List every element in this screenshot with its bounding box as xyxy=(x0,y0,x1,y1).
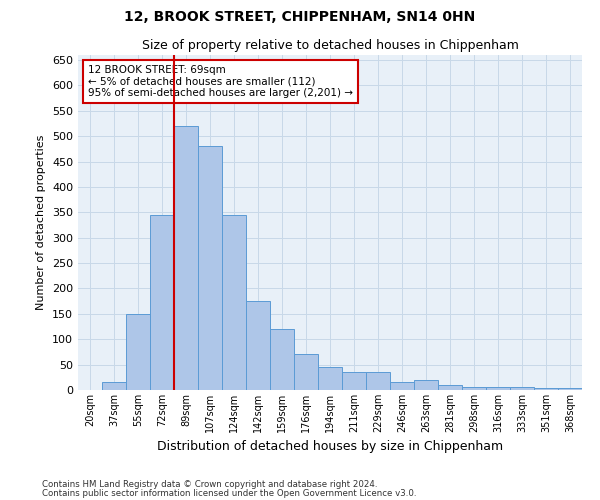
X-axis label: Distribution of detached houses by size in Chippenham: Distribution of detached houses by size … xyxy=(157,440,503,454)
Bar xyxy=(222,215,246,390)
Bar xyxy=(486,388,510,390)
Bar xyxy=(342,372,366,390)
Bar xyxy=(174,126,198,390)
Bar xyxy=(534,388,558,390)
Bar xyxy=(438,385,462,390)
Bar xyxy=(294,354,318,390)
Text: 12 BROOK STREET: 69sqm
← 5% of detached houses are smaller (112)
95% of semi-det: 12 BROOK STREET: 69sqm ← 5% of detached … xyxy=(88,65,353,98)
Bar xyxy=(102,382,126,390)
Bar xyxy=(150,215,174,390)
Text: 12, BROOK STREET, CHIPPENHAM, SN14 0HN: 12, BROOK STREET, CHIPPENHAM, SN14 0HN xyxy=(124,10,476,24)
Bar xyxy=(366,372,390,390)
Text: Contains public sector information licensed under the Open Government Licence v3: Contains public sector information licen… xyxy=(42,488,416,498)
Bar xyxy=(318,367,342,390)
Bar xyxy=(462,388,486,390)
Bar xyxy=(558,388,582,390)
Y-axis label: Number of detached properties: Number of detached properties xyxy=(37,135,46,310)
Title: Size of property relative to detached houses in Chippenham: Size of property relative to detached ho… xyxy=(142,40,518,52)
Bar xyxy=(270,329,294,390)
Bar xyxy=(198,146,222,390)
Text: Contains HM Land Registry data © Crown copyright and database right 2024.: Contains HM Land Registry data © Crown c… xyxy=(42,480,377,489)
Bar xyxy=(126,314,150,390)
Bar xyxy=(510,388,534,390)
Bar xyxy=(390,382,414,390)
Bar xyxy=(414,380,438,390)
Bar xyxy=(246,301,270,390)
